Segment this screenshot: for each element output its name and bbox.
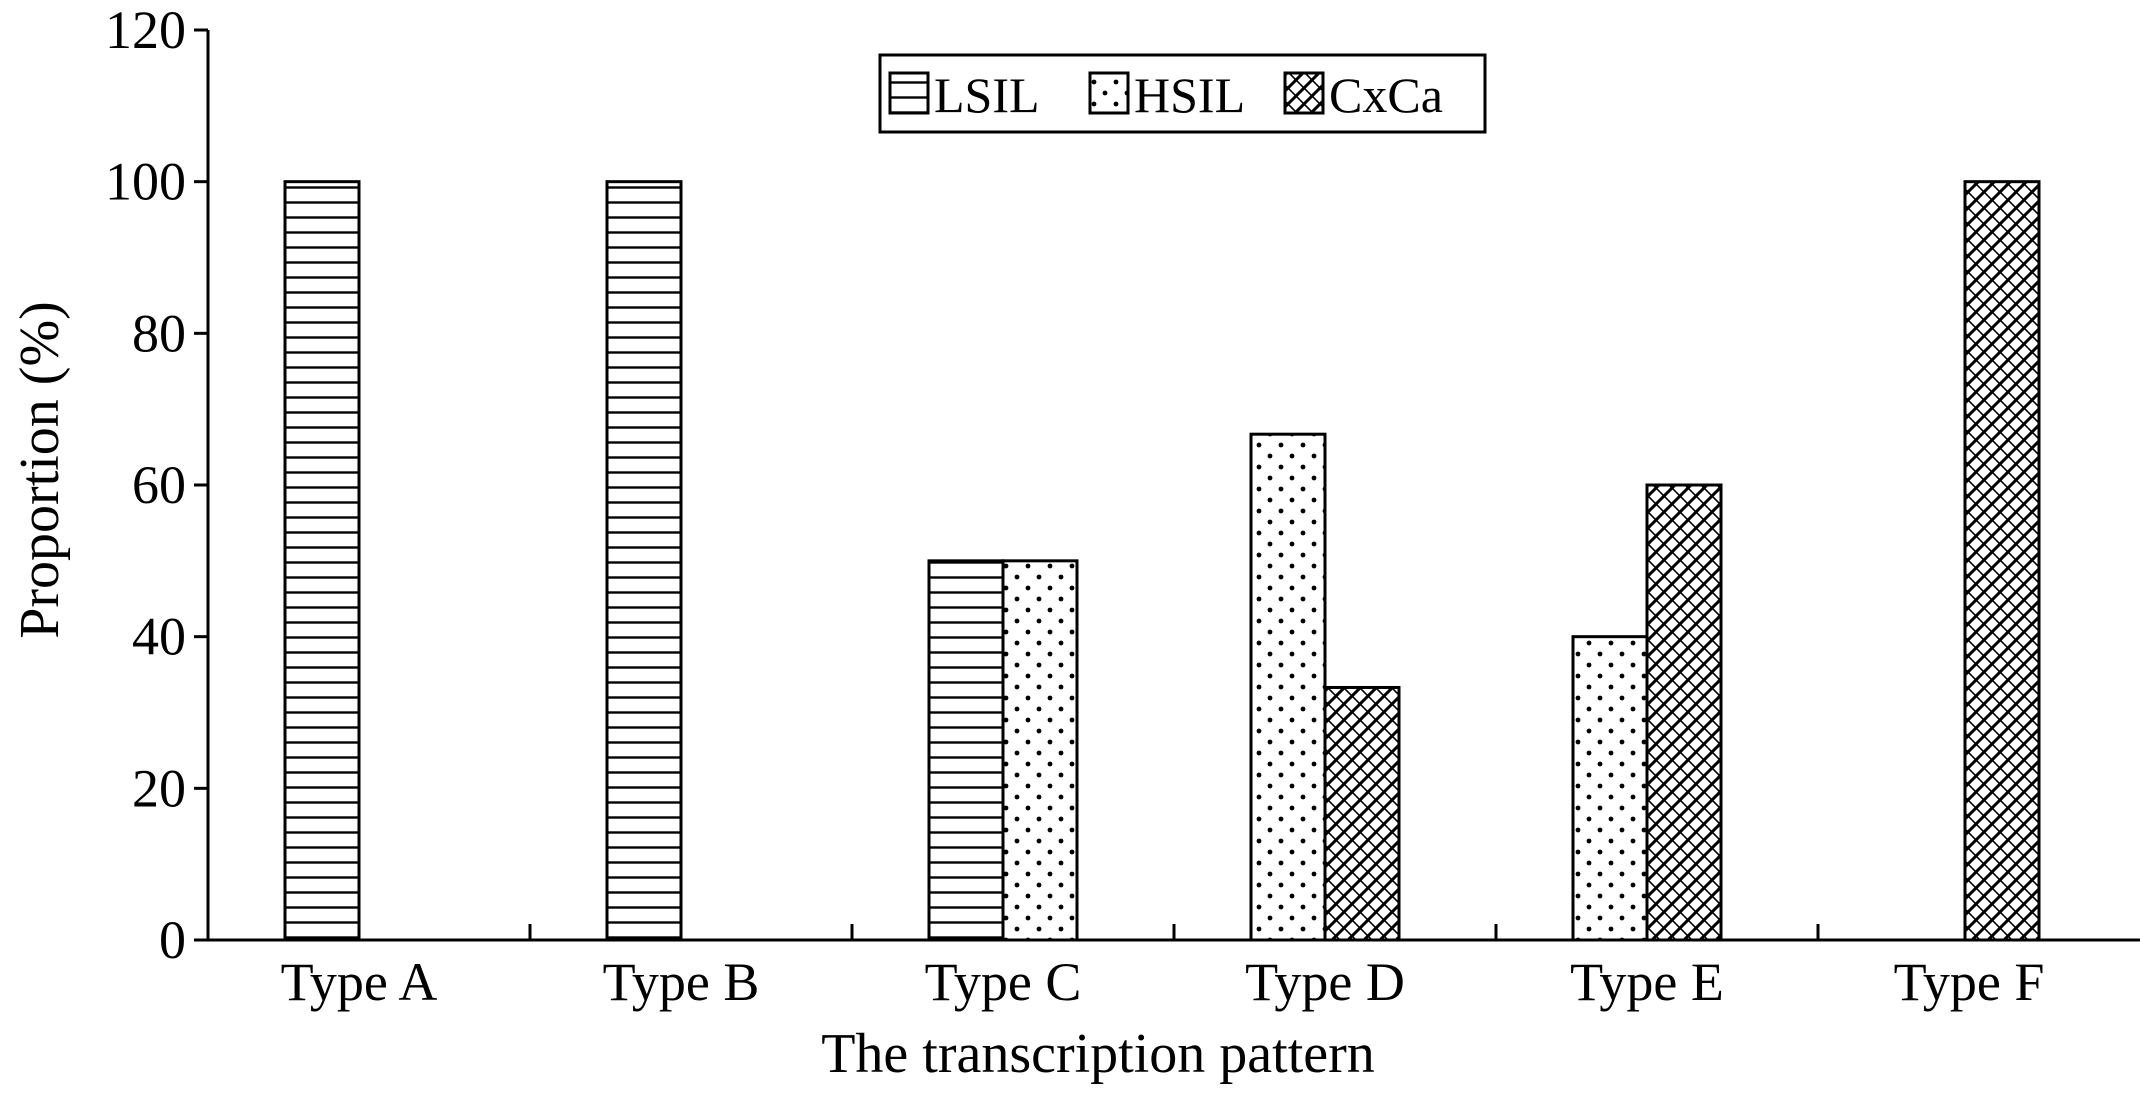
bar-cxca-type-d — [1323, 685, 1401, 942]
y-tick-label: 20 — [132, 758, 186, 818]
x-tick-label: Type E — [1570, 952, 1724, 1012]
legend: LSIL HSIL CxCa — [878, 53, 1487, 134]
x-tick-label: Type D — [1245, 952, 1405, 1012]
y-tick-label: 40 — [132, 607, 186, 667]
bar-lsil-type-a — [283, 180, 361, 942]
y-tick-label: 0 — [159, 910, 186, 970]
x-axis-tick-labels: Type A Type B Type C Type D Type E Type F — [281, 952, 2045, 1012]
bar-hsil-type-d — [1249, 432, 1327, 942]
x-tick-label: Type A — [281, 952, 438, 1012]
legend-swatch-hsil — [1088, 71, 1130, 115]
y-tick-label: 60 — [132, 455, 186, 515]
y-axis-title: Proportion (%) — [9, 301, 71, 639]
y-tick-label: 120 — [105, 0, 186, 60]
y-tick-label: 80 — [132, 303, 186, 363]
bars-group — [283, 180, 2041, 942]
bar-cxca-type-f — [1963, 180, 2041, 942]
bar-lsil-type-b — [605, 180, 683, 942]
x-axis-separators — [528, 924, 1820, 940]
bar-hsil-type-c — [1001, 559, 1079, 942]
x-tick-label: Type C — [925, 952, 1082, 1012]
x-tick-label: Type F — [1894, 952, 2045, 1012]
legend-swatch-lsil — [888, 71, 930, 115]
bar-hsil-type-e — [1571, 635, 1649, 942]
y-axis-ticks: 0 20 40 60 80 100 120 — [105, 0, 208, 970]
legend-label-cxca: CxCa — [1329, 67, 1443, 123]
y-tick-label: 100 — [105, 152, 186, 212]
legend-label-lsil: LSIL — [934, 67, 1040, 123]
x-axis-title: The transcription pattern — [821, 1023, 1375, 1085]
x-tick-label: Type B — [603, 952, 760, 1012]
bar-lsil-type-c — [927, 559, 1005, 942]
legend-swatch-cxca — [1283, 71, 1325, 115]
bar-cxca-type-e — [1645, 483, 1723, 942]
legend-box — [878, 53, 1487, 134]
legend-label-hsil: HSIL — [1134, 67, 1245, 123]
